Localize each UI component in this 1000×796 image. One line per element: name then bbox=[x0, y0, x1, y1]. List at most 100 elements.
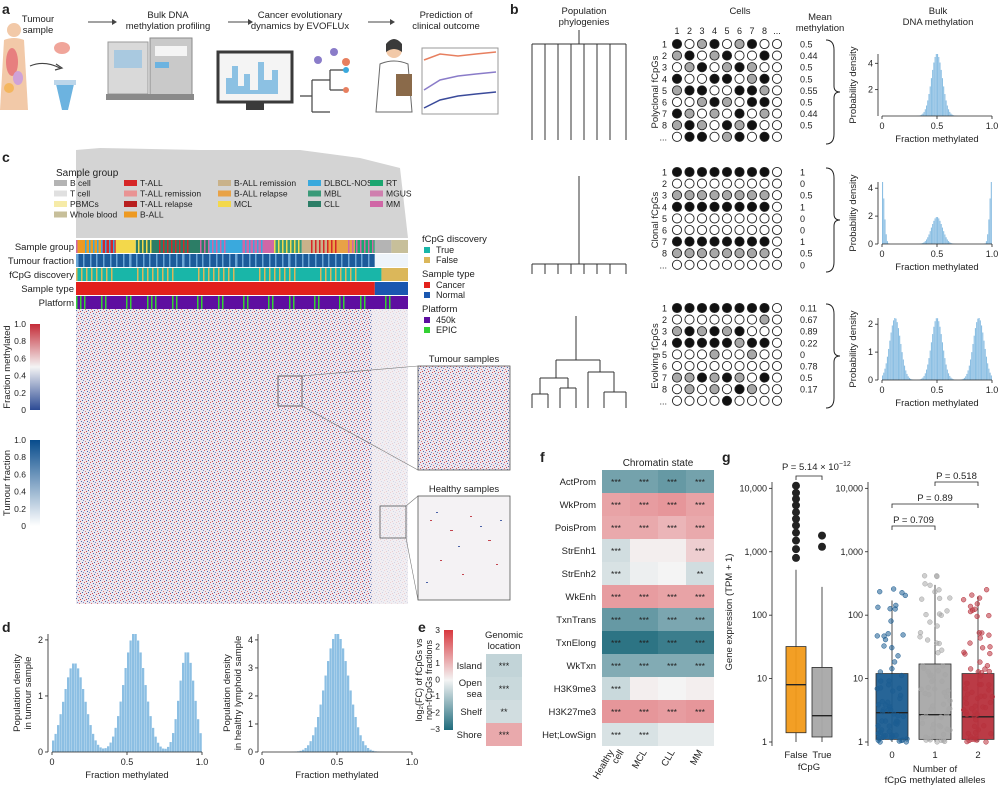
cell-circle bbox=[684, 302, 695, 314]
e-tick: 1 bbox=[435, 658, 440, 668]
step-4: Prediction of clinical outcome bbox=[375, 10, 499, 115]
jitter-point bbox=[980, 704, 986, 710]
cell-circle bbox=[696, 395, 708, 406]
cell-circle bbox=[684, 190, 695, 201]
cell-circle bbox=[746, 120, 758, 131]
jitter-point bbox=[897, 692, 904, 699]
f-stars: *** bbox=[695, 707, 706, 717]
density-bar bbox=[99, 747, 102, 752]
f-stars: *** bbox=[611, 500, 622, 510]
panel-e-letter: e bbox=[418, 619, 426, 635]
e-tick: 3 bbox=[435, 625, 440, 635]
track-platform-stripe bbox=[172, 296, 174, 309]
bulk-hist-bar bbox=[885, 363, 887, 380]
cell-circle bbox=[671, 96, 683, 108]
panel-g-letter: g bbox=[722, 449, 731, 465]
cell-circle bbox=[746, 302, 758, 314]
jitter-point bbox=[891, 659, 898, 665]
header-phylogenies-2: phylogenies bbox=[559, 17, 610, 28]
x-tick-label: 0.5 bbox=[121, 757, 134, 767]
bulk-hist-bar bbox=[922, 377, 924, 380]
jitter-point bbox=[974, 695, 981, 702]
track-discovery-stripe bbox=[96, 268, 98, 281]
track-tf-stripe bbox=[83, 254, 85, 267]
density-bar bbox=[117, 716, 120, 752]
cell-circle bbox=[771, 384, 783, 395]
cell-circle bbox=[684, 337, 695, 348]
track-tf-stripe bbox=[182, 254, 184, 267]
cell-circle bbox=[759, 178, 770, 189]
cell-circle bbox=[709, 236, 720, 247]
cell-circle bbox=[734, 62, 745, 73]
density-bar bbox=[344, 661, 347, 752]
bulk-hist-bar bbox=[929, 350, 931, 380]
bulk-hist-bar bbox=[950, 242, 952, 244]
density-bar bbox=[334, 634, 337, 752]
bulk-hist-bar bbox=[944, 94, 946, 116]
bulk-hist-bar bbox=[948, 373, 950, 380]
cell-circle bbox=[696, 85, 708, 96]
cell-circle bbox=[709, 190, 720, 201]
density-bar bbox=[94, 740, 97, 752]
jitter-point bbox=[979, 630, 985, 636]
bulk-hist-bar bbox=[904, 365, 906, 380]
bulk-hist-bar bbox=[884, 368, 886, 380]
cell-circle bbox=[684, 224, 695, 236]
jitter-point bbox=[875, 604, 881, 610]
density-bar bbox=[349, 690, 352, 752]
mean-value: 0 bbox=[800, 226, 805, 236]
legend2-label: Cancer bbox=[436, 280, 465, 290]
density-bar bbox=[52, 740, 55, 752]
bulk-hist-bar bbox=[938, 218, 940, 244]
row-label: 4 bbox=[662, 338, 667, 348]
cell-circle bbox=[684, 360, 695, 372]
cell-circle bbox=[746, 166, 758, 178]
cell-circle bbox=[746, 326, 758, 337]
e-stars: *** bbox=[499, 661, 510, 671]
f-stars: *** bbox=[667, 707, 678, 717]
row-label: 1 bbox=[662, 40, 667, 50]
g-left-box-2 bbox=[811, 531, 833, 742]
human-body-icon bbox=[0, 23, 28, 110]
f-stars: *** bbox=[695, 523, 706, 533]
track-platform-stripe bbox=[126, 296, 128, 309]
step-3: Cancer evolutionary dynamics by EVOFLUx bbox=[216, 10, 350, 113]
cell-circle bbox=[696, 360, 708, 372]
track-discovery-stripe bbox=[325, 268, 327, 281]
cell-circle bbox=[671, 360, 683, 372]
density-bar bbox=[362, 741, 365, 752]
panel-d-plots: 0 0.5 1.0 0 1 2 Fraction methylated Population … bbox=[12, 634, 418, 781]
cell-circle bbox=[759, 50, 770, 61]
cell-circle bbox=[771, 85, 783, 96]
step-3-line-1: Cancer evolutionary bbox=[258, 10, 343, 21]
group-brace bbox=[825, 39, 841, 145]
arrow-3-head bbox=[390, 19, 395, 25]
f-row-label: Het;LowSign bbox=[542, 730, 596, 741]
cell-circle bbox=[734, 248, 745, 259]
cell-circle bbox=[721, 62, 733, 73]
bulk-hist-bar bbox=[935, 54, 937, 116]
jitter-point bbox=[965, 691, 971, 697]
jitter-point bbox=[889, 666, 895, 672]
bulk-hist-bar bbox=[937, 217, 939, 244]
cell-circle bbox=[771, 50, 783, 61]
jitter-point bbox=[923, 737, 929, 743]
bulk-hist-bar bbox=[899, 335, 901, 380]
density-bar bbox=[67, 677, 70, 752]
cell-circle bbox=[759, 96, 770, 108]
track-discovery-false bbox=[381, 268, 408, 281]
legend-label: CLL bbox=[324, 199, 340, 209]
zoom-tumour-label: Tumour samples bbox=[429, 354, 500, 365]
cell-circle bbox=[721, 314, 733, 325]
density-bar bbox=[167, 746, 170, 752]
cell-col-7: 7 bbox=[749, 26, 754, 36]
f-cell bbox=[630, 539, 658, 562]
box bbox=[785, 646, 807, 734]
track-group-stripe bbox=[249, 240, 251, 253]
jitter-point bbox=[881, 633, 887, 639]
track-discovery-stripe bbox=[335, 268, 337, 281]
jitter-point bbox=[879, 698, 885, 705]
cell-circle bbox=[746, 213, 758, 224]
f-stars: *** bbox=[695, 592, 706, 602]
f-stars: *** bbox=[639, 615, 650, 625]
